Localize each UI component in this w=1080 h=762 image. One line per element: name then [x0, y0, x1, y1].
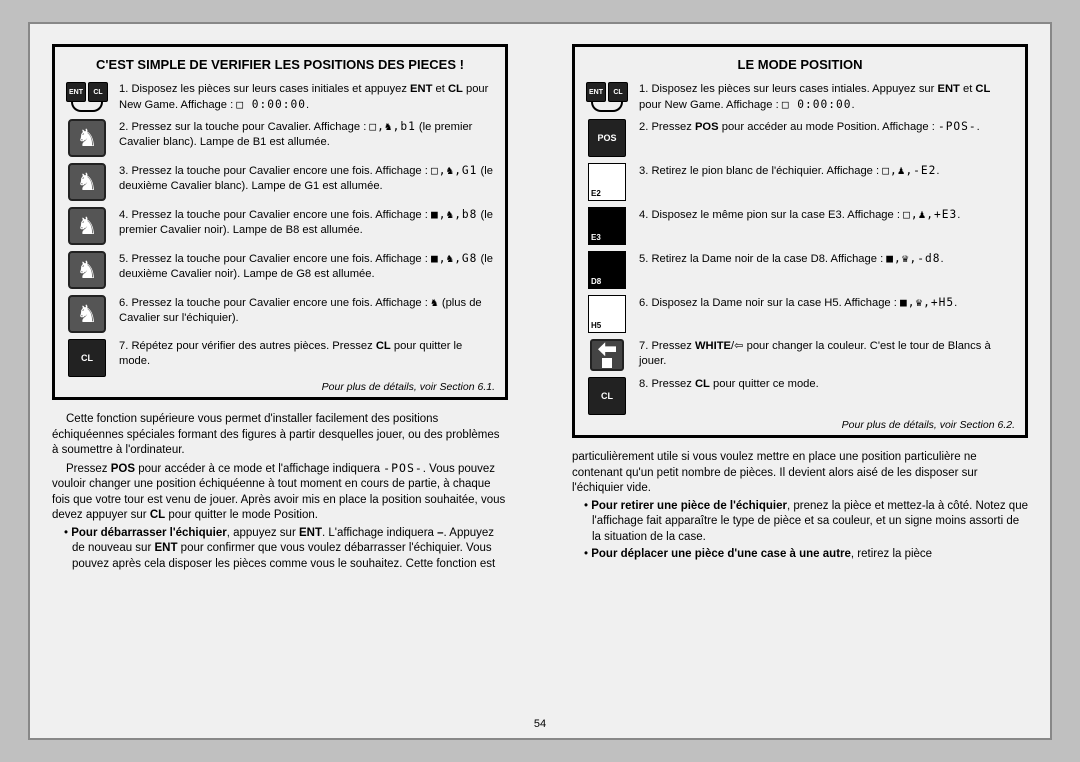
- cl-key: CL: [88, 82, 108, 102]
- knight-button-icon: ♞: [65, 251, 109, 289]
- step-text: 8. Pressez CL pour quitter ce mode.: [639, 377, 1015, 415]
- white-arrow-key-icon: [585, 339, 629, 371]
- right-column: LE MODE POSITION ENTCL1. Disposez les pi…: [550, 24, 1050, 738]
- left-box-title: C'EST SIMPLE DE VERIFIER LES POSITIONS D…: [65, 57, 495, 72]
- ent-key: ENT: [66, 82, 86, 102]
- verify-positions-box: C'EST SIMPLE DE VERIFIER LES POSITIONS D…: [52, 44, 508, 400]
- ent-cl-keys-icon: ENTCL: [585, 82, 629, 113]
- knight-piece-icon: ♞: [68, 163, 106, 201]
- left-steps: ENTCL1. Disposez les pièces sur leurs ca…: [65, 82, 495, 377]
- step-text: 5. Pressez la touche pour Cavalier encor…: [119, 251, 495, 289]
- board-square: D8: [588, 251, 626, 289]
- knight-piece-icon: ♞: [68, 251, 106, 289]
- left-p2: Pressez POS pour accéder à ce mode et l'…: [52, 461, 508, 524]
- cl-key-icon: CL: [585, 377, 629, 415]
- cl-key-icon: CL: [65, 339, 109, 377]
- board-square: E2: [588, 163, 626, 201]
- knight-button-icon: ♞: [65, 295, 109, 333]
- ent-cl-keys-icon: ENTCL: [65, 82, 109, 113]
- step-text: 2. Pressez sur la touche pour Cavalier. …: [119, 119, 495, 157]
- ent-key: ENT: [586, 82, 606, 102]
- step-text: 4. Disposez le même pion sur la case E3.…: [639, 207, 1015, 245]
- pos-key-icon: POS: [585, 119, 629, 157]
- right-steps: ENTCL1. Disposez les pièces sur leurs ca…: [585, 82, 1015, 415]
- knight-button-icon: ♞: [65, 119, 109, 157]
- white-square-icon: H5: [585, 295, 629, 333]
- step-text: 6. Pressez la touche pour Cavalier encor…: [119, 295, 495, 333]
- left-p1: Cette fonction supérieure vous permet d'…: [52, 412, 508, 459]
- left-footnote: Pour plus de détails, voir Section 6.1.: [65, 381, 495, 393]
- board-square: E3: [588, 207, 626, 245]
- step-text: 2. Pressez POS pour accéder au mode Posi…: [639, 119, 1015, 157]
- right-box-title: LE MODE POSITION: [585, 57, 1015, 72]
- right-footnote: Pour plus de détails, voir Section 6.2.: [585, 419, 1015, 431]
- step-text: 1. Disposez les pièces sur leurs cases i…: [639, 82, 1015, 113]
- step-text: 7. Répétez pour vérifier des autres pièc…: [119, 339, 495, 377]
- white-key: [590, 339, 624, 371]
- knight-piece-icon: ♞: [68, 207, 106, 245]
- knight-button-icon: ♞: [65, 207, 109, 245]
- cl-key: CL: [68, 339, 106, 377]
- black-square-icon: D8: [585, 251, 629, 289]
- step-text: 6. Disposez la Dame noir sur la case H5.…: [639, 295, 1015, 333]
- position-mode-box: LE MODE POSITION ENTCL1. Disposez les pi…: [572, 44, 1028, 438]
- manual-page: C'EST SIMPLE DE VERIFIER LES POSITIONS D…: [28, 22, 1052, 740]
- right-bullet1: • Pour retirer une pièce de l'échiquier,…: [572, 499, 1028, 546]
- board-square: H5: [588, 295, 626, 333]
- white-square-icon: E2: [585, 163, 629, 201]
- step-text: 5. Retirez la Dame noir de la case D8. A…: [639, 251, 1015, 289]
- step-text: 4. Pressez la touche pour Cavalier encor…: [119, 207, 495, 245]
- right-body-text: particulièrement utile si vous voulez me…: [572, 450, 1028, 565]
- right-bullet2: • Pour déplacer une pièce d'une case à u…: [572, 547, 1028, 563]
- black-square-icon: E3: [585, 207, 629, 245]
- cl-key: CL: [588, 377, 626, 415]
- knight-button-icon: ♞: [65, 163, 109, 201]
- left-bullet1: • Pour débarrasser l'échiquier, appuyez …: [52, 526, 508, 573]
- page-number: 54: [534, 718, 546, 730]
- right-p1: particulièrement utile si vous voulez me…: [572, 450, 1028, 497]
- step-text: 3. Retirez le pion blanc de l'échiquier.…: [639, 163, 1015, 201]
- knight-piece-icon: ♞: [68, 119, 106, 157]
- left-body-text: Cette fonction supérieure vous permet d'…: [52, 412, 508, 574]
- step-text: 3. Pressez la touche pour Cavalier encor…: [119, 163, 495, 201]
- pos-key: POS: [588, 119, 626, 157]
- step-text: 7. Pressez WHITE/⇦ pour changer la coule…: [639, 339, 1015, 371]
- cl-key: CL: [608, 82, 628, 102]
- step-text: 1. Disposez les pièces sur leurs cases i…: [119, 82, 495, 113]
- left-column: C'EST SIMPLE DE VERIFIER LES POSITIONS D…: [30, 24, 530, 738]
- knight-piece-icon: ♞: [68, 295, 106, 333]
